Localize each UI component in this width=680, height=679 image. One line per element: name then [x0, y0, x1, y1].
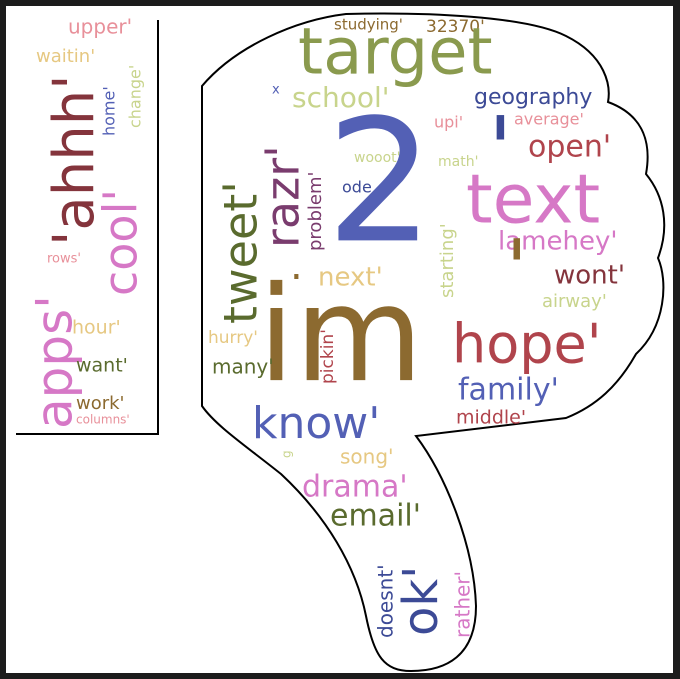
word: hope': [452, 313, 602, 376]
word: tweet': [214, 181, 268, 324]
word: family': [458, 373, 559, 408]
word: columns': [76, 413, 130, 427]
word: g: [280, 450, 294, 458]
word: problem': [305, 172, 326, 251]
word: airway': [542, 291, 607, 312]
word: next': [318, 263, 383, 293]
word: email': [330, 499, 421, 534]
cuff-outline: [16, 20, 159, 435]
word: change': [126, 65, 145, 128]
word: home': [100, 86, 119, 136]
word: 'ahhh': [42, 74, 107, 246]
word: text: [466, 161, 600, 240]
word: im: [258, 258, 423, 412]
word: want': [76, 355, 128, 377]
word: rows': [47, 252, 81, 267]
word: ': [488, 98, 513, 203]
word: geography: [474, 85, 592, 110]
word: studying': [334, 16, 403, 34]
word: waitin': [36, 46, 95, 67]
word: lamehey': [498, 227, 618, 257]
word: hour': [72, 317, 121, 339]
word: razr': [256, 145, 310, 248]
word: target: [298, 16, 493, 90]
word: open': [528, 130, 611, 165]
word: starting': [437, 223, 458, 298]
word: 32370': [426, 17, 485, 37]
word: upi': [434, 113, 463, 132]
word: middle': [456, 407, 526, 429]
thumb-outline: [201, 12, 666, 673]
word: upper': [68, 15, 132, 39]
word-cloud-canvas: upper' waitin' 'ahhh' cool' home' change…: [6, 6, 673, 673]
word: apps': [26, 295, 84, 429]
word: many': [212, 355, 274, 379]
word: hurry': [208, 328, 258, 348]
word: math': [438, 154, 478, 170]
word: ': [506, 224, 527, 314]
word: .: [290, 243, 303, 289]
word: work': [76, 393, 125, 414]
word: song': [340, 445, 394, 469]
word: 2: [326, 83, 434, 281]
word: doesnt': [374, 564, 398, 638]
thumbs-down-word-cloud: upper' waitin' 'ahhh' cool' home' change…: [16, 12, 666, 673]
word: know': [252, 398, 380, 449]
word: school': [292, 81, 389, 114]
word: rather': [451, 571, 475, 638]
word: average': [514, 110, 584, 129]
word: ode: [342, 178, 372, 197]
word: wont': [554, 261, 625, 291]
word: ok': [393, 566, 449, 636]
word: cool': [94, 189, 148, 296]
word: wooot': [354, 150, 400, 166]
word: drama': [302, 470, 408, 505]
word: pickin': [318, 329, 338, 384]
word: x: [272, 83, 280, 98]
